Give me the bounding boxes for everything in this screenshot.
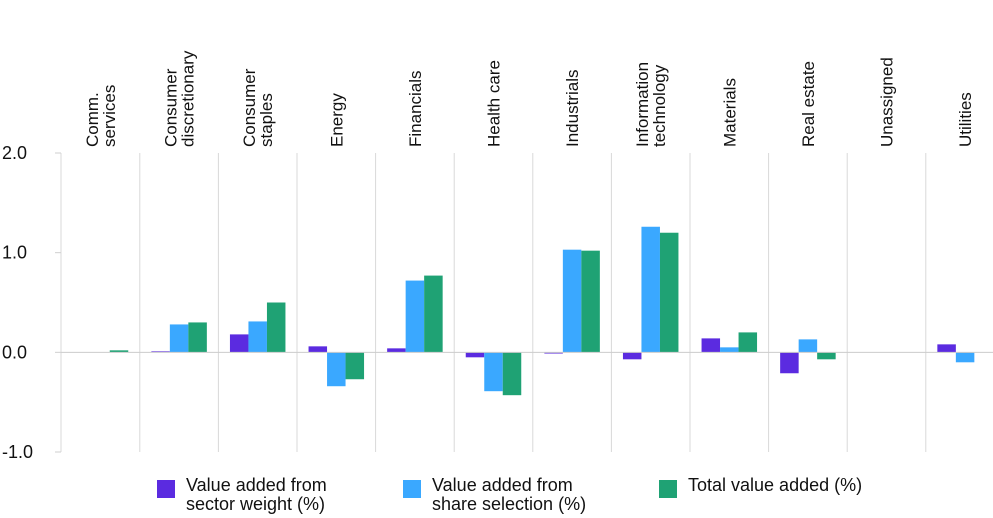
bar: [327, 352, 346, 387]
bar: [484, 352, 503, 392]
category-label: Unassigned: [878, 57, 897, 147]
bar: [387, 348, 406, 353]
y-tick-label: 1.0: [2, 243, 27, 263]
category-label: Health care: [485, 60, 504, 147]
category-label: Comm.services: [83, 85, 119, 147]
bar: [641, 226, 660, 353]
legend-label-line: Value added from: [186, 475, 327, 495]
category-label: Energy: [327, 93, 346, 147]
legend-item-total-value: Total value added (%): [659, 476, 928, 498]
legend: Value added from sector weight (%) Value…: [0, 476, 993, 518]
legend-item-share-selection: Value added from share selection (%): [403, 476, 622, 514]
legend-swatch-sector-weight: [157, 480, 175, 498]
bar: [266, 302, 286, 353]
bar: [544, 352, 563, 354]
bar: [465, 352, 485, 358]
y-tick-label: 0.0: [2, 342, 27, 362]
bar: [581, 250, 600, 353]
bar: [109, 350, 129, 353]
category-label: Consumerdiscretionary: [162, 50, 198, 147]
grid-layer: [60, 153, 927, 452]
category-label: Industrials: [563, 70, 582, 147]
category-label: Consumerstaples: [240, 68, 276, 147]
bar: [169, 324, 189, 353]
legend-swatch-total-value: [659, 480, 677, 498]
y-tick-label: 2.0: [2, 143, 27, 163]
bar: [502, 352, 522, 396]
bar: [798, 339, 818, 353]
legend-swatch-share-selection: [403, 480, 421, 498]
category-labels: Comm.services Consumerdiscretionary Consum…: [83, 50, 975, 147]
category-label: Real estate: [799, 61, 818, 147]
bar: [937, 344, 956, 353]
bar: [562, 249, 582, 353]
bar: [308, 346, 328, 353]
bar: [659, 232, 679, 353]
y-tick-label: -1.0: [2, 442, 33, 462]
legend-label-line: share selection (%): [432, 494, 587, 514]
category-label: Utilities: [956, 92, 975, 147]
category-label: Informationtechnology: [633, 62, 669, 147]
bar: [248, 321, 267, 353]
bar: [345, 352, 365, 380]
bar: [229, 334, 249, 353]
legend-label-line: Value added from: [432, 475, 573, 495]
bar: [738, 332, 758, 353]
bar: [405, 280, 425, 353]
bar: [188, 322, 207, 353]
category-label: Financials: [406, 70, 425, 147]
bars-layer: [109, 226, 975, 396]
bar: [424, 275, 443, 353]
bar: [817, 352, 836, 360]
legend-item-sector-weight: Value added from sector weight (%): [157, 476, 376, 514]
legend-label-line: Total value added (%): [688, 475, 863, 495]
bar: [622, 352, 642, 360]
y-axis-ticks: 2.0 1.0 0.0 -1.0: [2, 143, 61, 462]
legend-label-line: sector weight (%): [186, 494, 326, 514]
category-label: Materials: [720, 78, 739, 147]
bar: [720, 347, 739, 353]
bar: [701, 338, 721, 353]
bar: [955, 352, 975, 363]
bar: [780, 352, 799, 374]
